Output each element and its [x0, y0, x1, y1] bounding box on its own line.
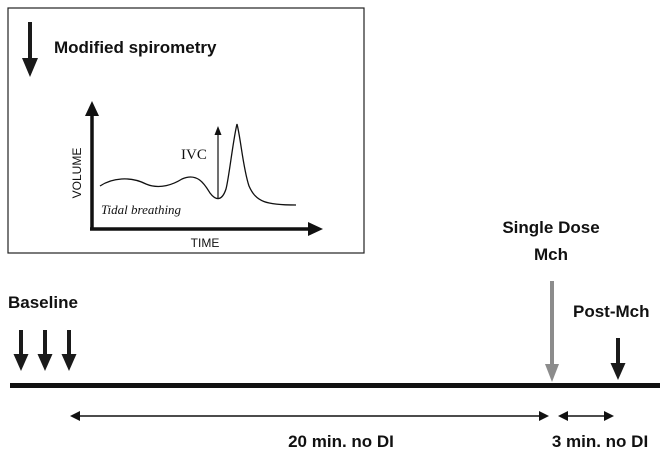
x-axis-label: TIME — [191, 236, 220, 250]
timeline-bar — [10, 383, 660, 388]
legend-down-arrow-icon — [22, 22, 38, 77]
time-axis — [90, 222, 323, 236]
post-mch-arrow-icon — [610, 338, 626, 380]
spirometry-inset: Modified spirometry VOLUME TIME IVC Tida… — [7, 7, 365, 254]
interval-3min-double-arrow-icon — [558, 411, 614, 421]
inset-frame — [7, 7, 365, 254]
tidal-breathing-label: Tidal breathing — [101, 202, 182, 217]
spirometry-trace — [99, 123, 297, 206]
legend-text: Modified spirometry — [54, 38, 217, 57]
ivc-label: IVC — [181, 147, 207, 163]
mch-arrow-icon — [545, 281, 559, 382]
interval-3min-label: 3 min. no DI — [552, 432, 648, 451]
y-axis-label: VOLUME — [70, 148, 84, 199]
volume-axis — [85, 101, 99, 229]
interval-20min-label: 20 min. no DI — [288, 432, 394, 451]
mch-label-line2: Mch — [534, 245, 568, 264]
baseline-arrow-icon — [13, 330, 29, 371]
baseline-label: Baseline — [8, 293, 78, 312]
interval-20min-double-arrow-icon — [70, 411, 549, 421]
post-mch-label: Post-Mch — [573, 302, 650, 321]
baseline-arrow-icon — [61, 330, 77, 371]
mch-label-line1: Single Dose — [502, 218, 599, 237]
ivc-arrow-icon — [214, 126, 222, 198]
baseline-arrow-icon — [37, 330, 53, 371]
